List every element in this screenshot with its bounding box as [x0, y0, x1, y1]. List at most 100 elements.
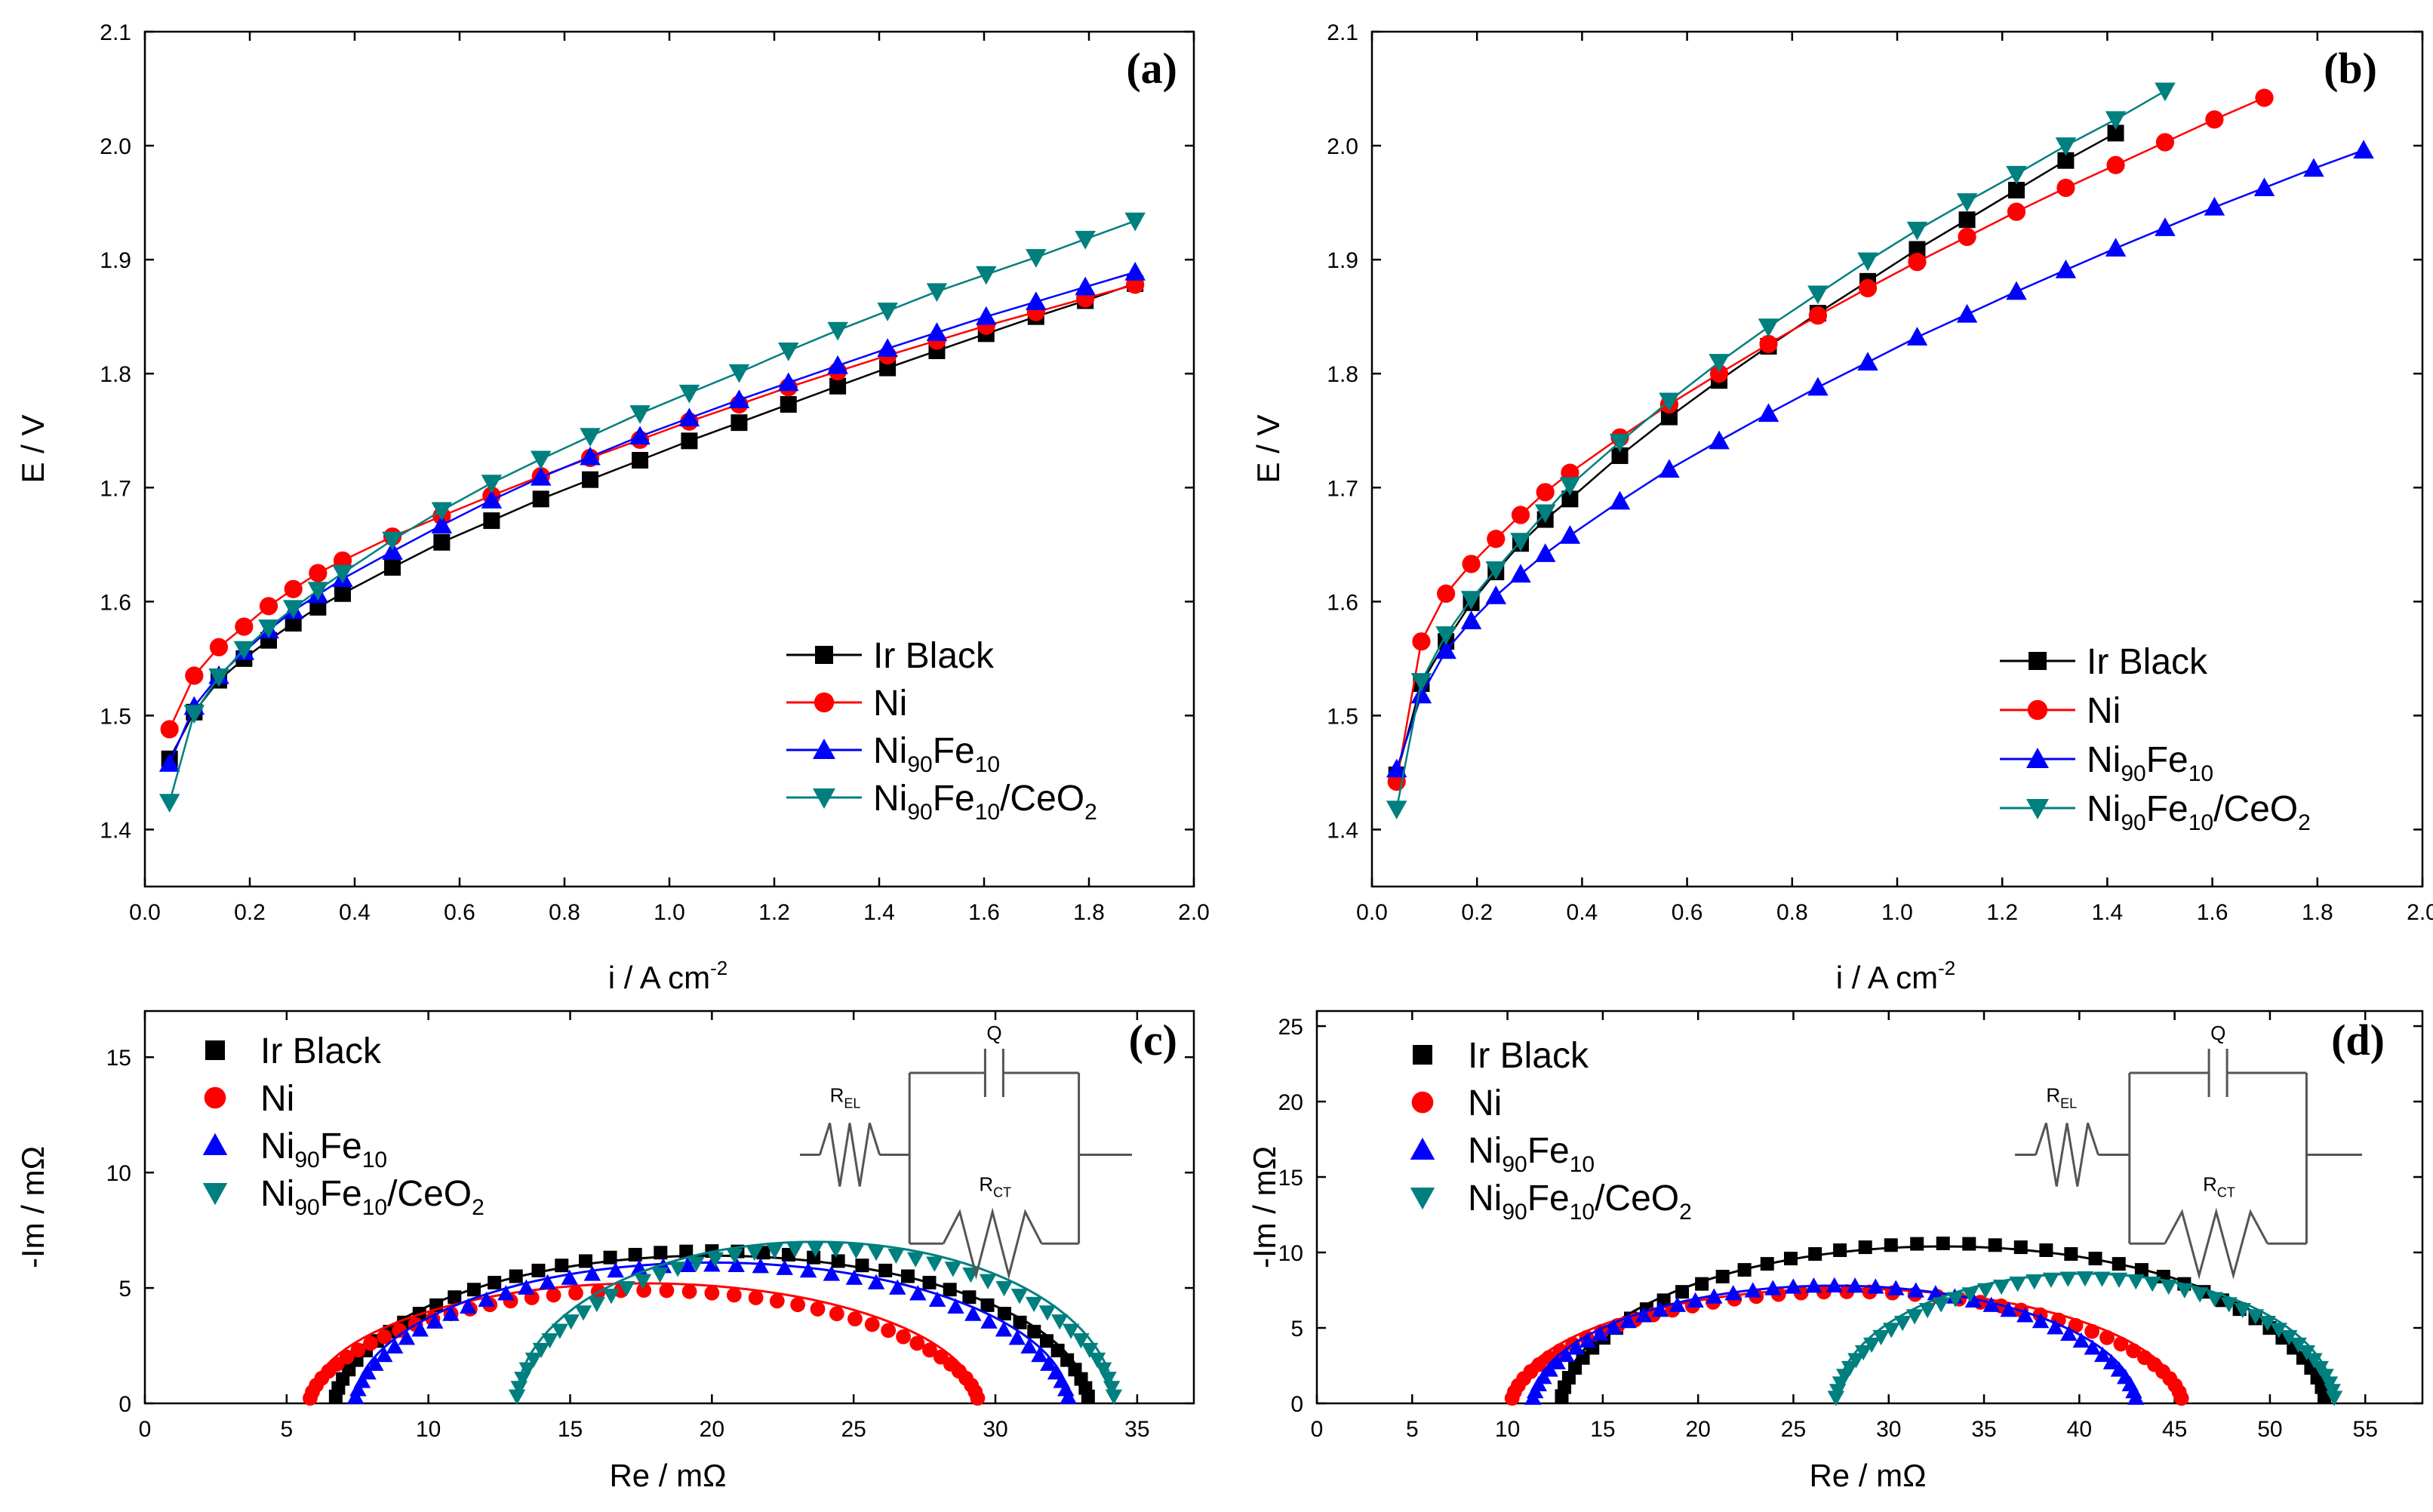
data-point	[497, 1285, 515, 1301]
x-tick-label: 55	[2353, 1417, 2378, 1442]
legend-marker	[813, 739, 835, 759]
data-point	[2126, 1343, 2141, 1359]
data-point	[944, 1262, 962, 1277]
y-tick-label: 2.0	[1327, 134, 1358, 159]
data-point	[2127, 1389, 2145, 1405]
data-point	[1906, 327, 1928, 346]
y-tick-label: 2.0	[100, 134, 131, 159]
data-point	[778, 372, 799, 392]
data-point	[488, 1275, 502, 1289]
data-point	[2088, 1252, 2102, 1266]
data-point	[1758, 318, 1779, 338]
data-point	[2105, 238, 2127, 257]
x-tick-label: 0.4	[1567, 900, 1598, 925]
series-line	[1395, 97, 2265, 782]
data-point	[1884, 1238, 1898, 1252]
resistor-el	[818, 1123, 881, 1187]
data-point	[1038, 1305, 1057, 1321]
data-point	[1807, 376, 1829, 396]
data-point	[2105, 111, 2127, 131]
data-point	[1579, 1332, 1596, 1348]
data-point	[1964, 1292, 1982, 1308]
x-tick-label: 25	[841, 1417, 866, 1442]
plot-frame	[1370, 30, 2424, 888]
plot-frame	[143, 30, 1195, 888]
data-point	[1651, 1301, 1669, 1317]
data-point	[2134, 1263, 2148, 1277]
data-point	[2047, 1319, 2064, 1335]
data-point	[2055, 259, 2077, 278]
data-point	[386, 1338, 404, 1354]
circuit-label-q: Q	[986, 1022, 1001, 1044]
y-tick-label: 10	[1278, 1241, 1303, 1266]
data-point	[678, 384, 700, 404]
data-point	[1724, 1285, 1742, 1301]
y-tick-label: 5	[118, 1277, 131, 1301]
data-point	[1956, 193, 1978, 212]
data-point	[1847, 1353, 1865, 1369]
data-point	[483, 512, 500, 530]
x-axis-label: Re / mΩ	[609, 1458, 726, 1493]
data-point	[392, 1323, 408, 1338]
data-point	[2093, 1346, 2112, 1363]
data-point	[2259, 1316, 2276, 1332]
data-point	[2068, 1317, 2084, 1333]
data-point	[1715, 1269, 1730, 1283]
data-point	[1807, 285, 1829, 305]
resistor-ct	[942, 1207, 1043, 1280]
data-point	[2106, 155, 2125, 174]
data-point	[922, 1342, 937, 1358]
data-point	[539, 1274, 556, 1289]
data-point	[579, 1254, 593, 1268]
data-point	[1909, 241, 1926, 258]
data-point	[703, 1256, 721, 1272]
data-point	[1088, 1352, 1106, 1369]
x-axis-label-sup: -2	[1938, 957, 1955, 979]
data-point	[867, 1245, 885, 1262]
x-tick-label: 1.2	[1986, 900, 2018, 925]
legend-marker	[1413, 1045, 1432, 1065]
data-point	[1435, 626, 1456, 645]
data-point	[2084, 1323, 2099, 1339]
x-tick-label: 40	[2067, 1417, 2092, 1442]
data-point	[887, 1248, 905, 1265]
data-point	[827, 1242, 844, 1258]
legend-label: Ir Black	[1468, 1036, 1589, 1076]
data-point	[2006, 165, 2027, 185]
data-point	[2247, 1309, 2265, 1325]
data-point	[1013, 1315, 1027, 1329]
legend-label: Ni90Fe10	[1468, 1131, 1595, 1177]
data-point	[1857, 352, 1878, 371]
data-point	[2000, 1301, 2017, 1317]
data-point	[367, 1355, 384, 1371]
x-tick-label: 0	[139, 1417, 152, 1442]
data-point	[1846, 1277, 1864, 1293]
series-ir-black	[161, 275, 1144, 767]
data-point	[878, 1263, 893, 1277]
data-point	[478, 1291, 495, 1307]
data-point	[2305, 1353, 2323, 1369]
legend-label: Ni90Fe10	[873, 731, 1000, 777]
data-point	[460, 1298, 477, 1314]
data-point	[776, 1259, 793, 1275]
data-point	[926, 283, 948, 303]
data-point	[752, 1258, 770, 1274]
x-tick-label: 20	[1685, 1417, 1710, 1442]
data-point	[864, 1317, 880, 1332]
data-point	[1905, 1309, 1924, 1325]
x-tick-label: 1.6	[2197, 900, 2228, 925]
data-point	[233, 641, 255, 660]
x-tick-label: 1.6	[968, 900, 1000, 925]
data-point	[1485, 561, 1507, 580]
data-point	[681, 432, 698, 450]
series-ni90fe10	[1386, 140, 2374, 778]
data-point	[518, 1279, 535, 1295]
series-ni90fe10-ceo2	[508, 1240, 1123, 1405]
data-point	[282, 600, 304, 619]
data-point	[1559, 477, 1581, 496]
series-ir-black	[1388, 124, 2124, 783]
data-point	[481, 490, 503, 509]
data-point	[2113, 1336, 2129, 1352]
x-axis-label: i / A cm-2	[1836, 957, 1956, 995]
